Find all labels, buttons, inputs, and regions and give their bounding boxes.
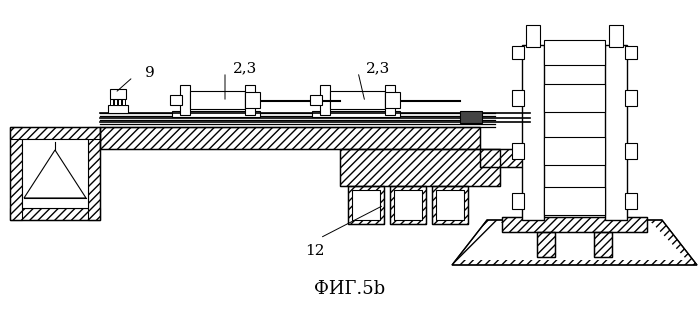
- Bar: [385, 85, 395, 115]
- Bar: [352, 190, 380, 220]
- Bar: [320, 85, 330, 115]
- Bar: [348, 186, 384, 224]
- Bar: [512, 46, 524, 59]
- Bar: [180, 85, 190, 115]
- Bar: [390, 186, 426, 224]
- Bar: [22, 139, 88, 208]
- Bar: [340, 149, 500, 186]
- Bar: [522, 45, 544, 220]
- Polygon shape: [519, 220, 630, 253]
- Bar: [190, 91, 245, 109]
- Text: ФИГ.5b: ФИГ.5b: [315, 280, 386, 298]
- Bar: [544, 84, 605, 112]
- Bar: [594, 232, 612, 257]
- Bar: [10, 127, 100, 220]
- Polygon shape: [452, 220, 697, 265]
- Bar: [502, 217, 647, 232]
- Bar: [480, 149, 535, 167]
- Bar: [110, 89, 126, 99]
- Bar: [544, 40, 605, 65]
- Bar: [108, 105, 128, 113]
- Bar: [122, 99, 125, 105]
- Bar: [544, 137, 605, 165]
- Bar: [88, 127, 100, 220]
- Bar: [340, 149, 500, 186]
- Text: 2,3: 2,3: [233, 61, 257, 75]
- Bar: [390, 186, 426, 224]
- Bar: [436, 190, 464, 220]
- Bar: [609, 25, 623, 47]
- Bar: [625, 90, 637, 106]
- Bar: [605, 45, 627, 220]
- Bar: [348, 186, 384, 224]
- Bar: [118, 99, 121, 105]
- Bar: [394, 190, 422, 220]
- Bar: [432, 186, 468, 224]
- Bar: [10, 127, 100, 139]
- Bar: [502, 217, 647, 232]
- Polygon shape: [24, 150, 86, 198]
- Text: 2,3: 2,3: [366, 61, 390, 75]
- Bar: [100, 127, 480, 149]
- Bar: [625, 143, 637, 159]
- Bar: [512, 193, 524, 209]
- Bar: [625, 46, 637, 59]
- Bar: [537, 232, 555, 257]
- Polygon shape: [462, 223, 687, 260]
- Bar: [385, 92, 400, 108]
- Text: 12: 12: [305, 244, 325, 258]
- Bar: [460, 111, 482, 123]
- Bar: [526, 25, 540, 47]
- Bar: [172, 111, 260, 117]
- Bar: [312, 111, 400, 117]
- Bar: [480, 149, 535, 167]
- Bar: [100, 127, 480, 149]
- Bar: [432, 186, 468, 224]
- Bar: [512, 90, 524, 106]
- Text: 9: 9: [145, 66, 154, 80]
- Bar: [110, 99, 113, 105]
- Bar: [594, 232, 612, 257]
- Bar: [10, 127, 22, 220]
- Bar: [512, 143, 524, 159]
- Bar: [625, 193, 637, 209]
- Bar: [170, 95, 182, 105]
- Bar: [330, 91, 385, 109]
- Bar: [114, 99, 117, 105]
- Bar: [245, 85, 255, 115]
- Bar: [537, 232, 555, 257]
- Bar: [310, 95, 322, 105]
- Bar: [544, 187, 605, 215]
- Bar: [10, 208, 100, 220]
- Bar: [245, 92, 260, 108]
